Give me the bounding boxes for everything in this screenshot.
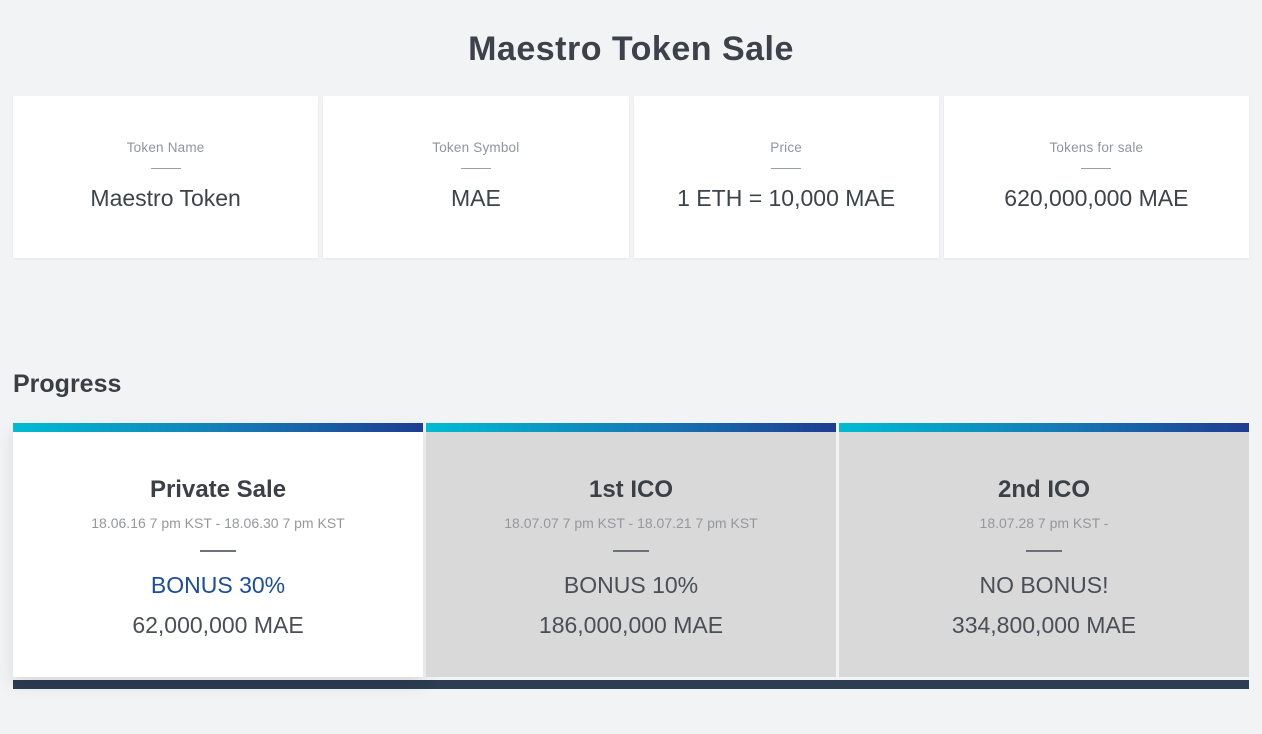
phase-body: Private Sale 18.06.16 7 pm KST - 18.06.3… <box>13 432 423 639</box>
phase-amount: 186,000,000 MAE <box>538 612 724 638</box>
label-divider <box>1081 168 1112 169</box>
phase-divider <box>1026 550 1062 552</box>
phase-dates: 18.07.28 7 pm KST - <box>979 515 1109 531</box>
phase-bonus: BONUS 30% <box>150 572 286 598</box>
label-divider <box>150 168 181 169</box>
info-card-label: Token Name <box>126 140 205 155</box>
info-card-label: Tokens for sale <box>1049 140 1144 155</box>
phase-name: 1st ICO <box>588 476 674 503</box>
info-card-tokens-for-sale: Tokens for sale 620,000,000 MAE <box>943 96 1249 258</box>
progress-bar-strip <box>13 680 1249 689</box>
phase-bonus: BONUS 10% <box>563 572 699 598</box>
info-card-value: 1 ETH = 10,000 MAE <box>677 185 896 211</box>
phase-dates: 18.06.16 7 pm KST - 18.06.30 7 pm KST <box>91 515 345 531</box>
phase-gradient-bar <box>839 423 1249 432</box>
phase-name: 2nd ICO <box>997 476 1090 503</box>
phase-name: Private Sale <box>149 476 287 503</box>
info-card-value: 620,000,000 MAE <box>1004 185 1189 211</box>
phase-bonus: NO BONUS! <box>979 572 1109 598</box>
phase-gradient-bar <box>13 423 423 432</box>
info-card-value: MAE <box>450 185 501 211</box>
phase-body: 2nd ICO 18.07.28 7 pm KST - NO BONUS! 33… <box>839 432 1249 639</box>
info-card-token-name: Token Name Maestro Token <box>13 96 319 258</box>
info-card-price: Price 1 ETH = 10,000 MAE <box>633 96 939 258</box>
phase-divider <box>613 550 649 552</box>
phase-divider <box>200 550 236 552</box>
info-card-token-symbol: Token Symbol MAE <box>323 96 629 258</box>
label-divider <box>771 168 802 169</box>
phase-card-private-sale: Private Sale 18.06.16 7 pm KST - 18.06.3… <box>13 423 423 677</box>
phase-row: Private Sale 18.06.16 7 pm KST - 18.06.3… <box>13 423 1249 677</box>
phase-dates: 18.07.07 7 pm KST - 18.07.21 7 pm KST <box>504 515 758 531</box>
info-card-value: Maestro Token <box>90 185 241 211</box>
token-info-row: Token Name Maestro Token Token Symbol MA… <box>13 96 1249 258</box>
label-divider <box>460 168 491 169</box>
phase-amount: 62,000,000 MAE <box>132 612 304 638</box>
phase-card-2nd-ico: 2nd ICO 18.07.28 7 pm KST - NO BONUS! 33… <box>839 423 1249 677</box>
info-card-label: Token Symbol <box>432 140 520 155</box>
phase-body: 1st ICO 18.07.07 7 pm KST - 18.07.21 7 p… <box>426 432 836 639</box>
info-card-label: Price <box>770 140 802 155</box>
phase-amount: 334,800,000 MAE <box>951 612 1137 638</box>
phase-card-1st-ico: 1st ICO 18.07.07 7 pm KST - 18.07.21 7 p… <box>426 423 836 677</box>
progress-heading: Progress <box>13 370 122 398</box>
page-title: Maestro Token Sale <box>468 30 794 68</box>
phase-gradient-bar <box>426 423 836 432</box>
